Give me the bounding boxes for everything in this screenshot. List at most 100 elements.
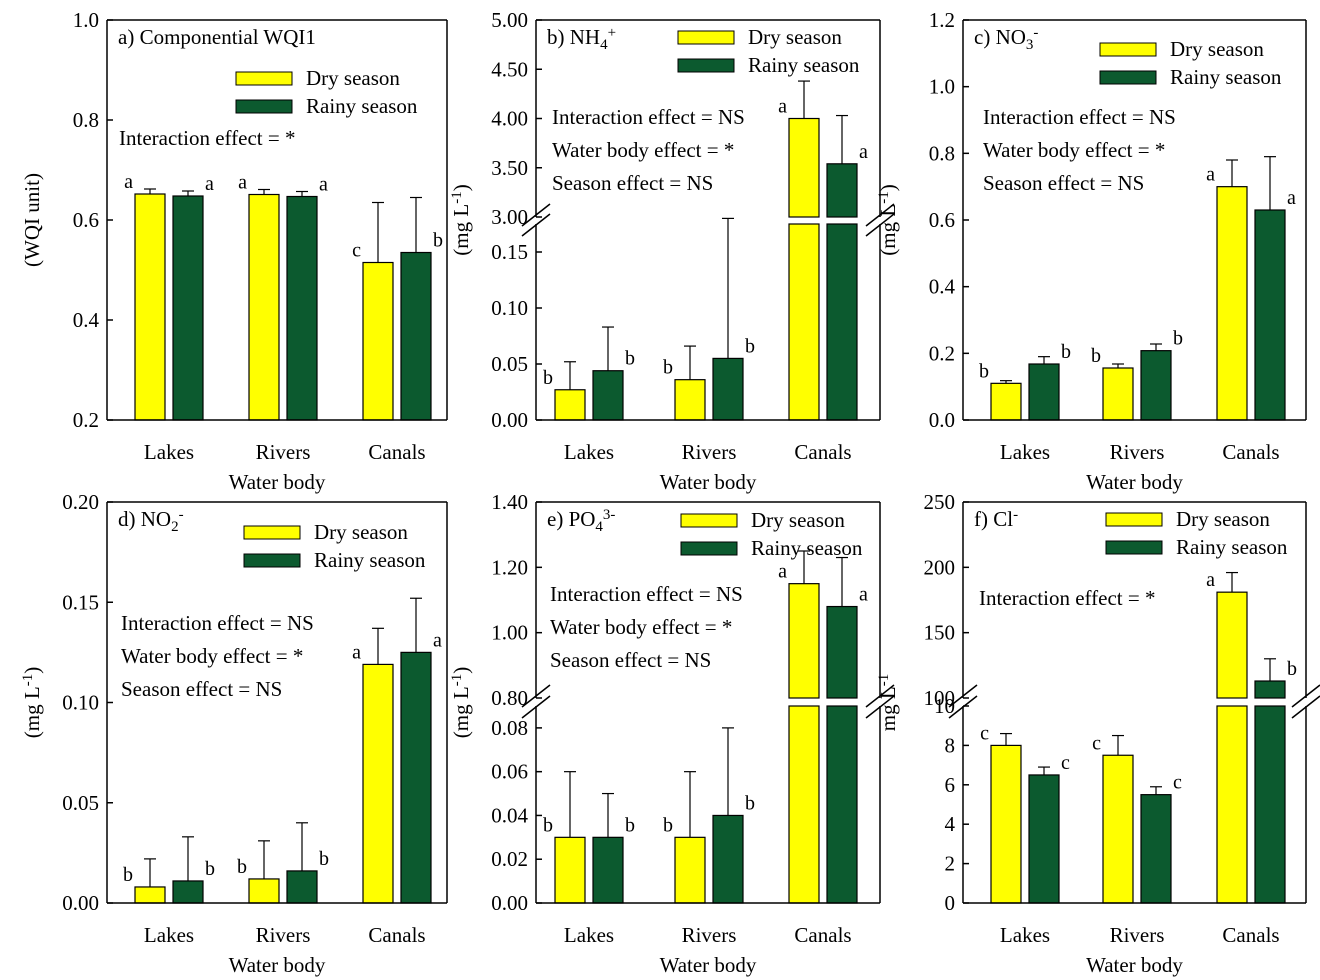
subscript: 4 — [600, 37, 608, 53]
axis-break-mark — [948, 695, 978, 719]
text-span: a) Componential WQI1 — [118, 25, 316, 49]
y-tick-label: 0.10 — [62, 691, 99, 715]
significance-letter: c — [980, 722, 989, 744]
y-tick-label: 0.06 — [491, 760, 528, 784]
significance-letter: a — [859, 584, 868, 606]
bar — [1254, 209, 1286, 421]
x-tick-label: Lakes — [564, 923, 614, 947]
axis-break-mark — [865, 203, 895, 227]
bar — [172, 195, 204, 421]
annotation-text: Interaction effect = NS — [550, 582, 743, 606]
annotation-text: Water body effect = * — [552, 138, 734, 162]
legend-swatch — [243, 525, 301, 540]
x-tick-label: Rivers — [682, 923, 737, 947]
legend-label: Rainy season — [314, 548, 426, 572]
axis-break-mark — [521, 213, 551, 237]
axis-break-mark — [865, 213, 895, 237]
text-span: (mg L — [876, 204, 900, 256]
significance-letter: a — [124, 171, 133, 193]
text-span: mg L — [876, 686, 900, 731]
legend-label: Dry season — [1176, 507, 1270, 531]
axis-break-mark — [521, 203, 551, 227]
legend-label: Dry season — [751, 508, 845, 532]
significance-letter: a — [1206, 164, 1215, 186]
significance-letter: a — [778, 96, 787, 118]
x-tick-label: Rivers — [1110, 440, 1165, 464]
significance-letter: a — [778, 561, 787, 583]
bar-lower — [1254, 705, 1286, 904]
y-tick-label: 0.15 — [62, 590, 99, 614]
y-tick-label: 8 — [945, 733, 956, 757]
x-tick-label: Lakes — [1000, 923, 1050, 947]
panel-title: c) NO3- — [974, 25, 1038, 53]
subscript: 2 — [171, 519, 179, 535]
bar — [592, 836, 624, 904]
y-tick-label: 0.15 — [491, 240, 528, 264]
annotation-text: Water body effect = * — [121, 644, 303, 668]
y-tick-label: 0.02 — [491, 847, 528, 871]
y-tick-label: 4.00 — [491, 107, 528, 131]
y-tick-label: 0.4 — [73, 308, 100, 332]
bar — [674, 836, 706, 904]
annotation-text: Interaction effect = NS — [552, 105, 745, 129]
bar — [712, 357, 744, 421]
y-tick-label: 0.10 — [491, 296, 528, 320]
x-axis-title: Water body — [660, 953, 757, 977]
bar-lower — [788, 705, 820, 904]
y-tick-label: 1.00 — [491, 621, 528, 645]
bar — [400, 251, 432, 421]
bar — [1140, 794, 1172, 904]
legend: Dry season Rainy season — [1105, 507, 1288, 559]
bar — [286, 195, 318, 421]
x-tick-label: Lakes — [144, 923, 194, 947]
text-span: ) — [20, 667, 44, 674]
legend-swatch — [1099, 70, 1157, 85]
bar — [172, 880, 204, 904]
legend-label: Rainy season — [306, 94, 418, 118]
y-tick-label: 0.80 — [491, 686, 528, 710]
panel-title: a) Componential WQI1 — [118, 25, 316, 49]
significance-letter: b — [237, 856, 247, 878]
x-axis-title: Water body — [660, 470, 757, 494]
y-tick-label: 1.40 — [491, 490, 528, 514]
legend: Dry season Rainy season — [243, 520, 426, 572]
bar — [286, 870, 318, 904]
bar — [554, 389, 586, 421]
superscript: -1 — [876, 191, 892, 204]
bar — [1140, 350, 1172, 421]
bar — [1028, 363, 1060, 421]
y-tick-label: 6 — [945, 773, 956, 797]
significance-letter: b — [433, 230, 443, 252]
y-tick-label: 4.50 — [491, 57, 528, 81]
x-tick-label: Canals — [1222, 440, 1279, 464]
legend-swatch — [1105, 512, 1163, 527]
y-tick-label: 2 — [945, 852, 956, 876]
legend-swatch — [243, 553, 301, 568]
bar — [1102, 754, 1134, 904]
text-span: ) — [449, 184, 473, 191]
bar — [712, 814, 744, 904]
axis-break-mark — [1291, 695, 1320, 719]
y-axis-title: mg L-1 — [876, 674, 900, 731]
bar — [990, 744, 1022, 904]
legend-label: Rainy season — [1176, 535, 1288, 559]
y-tick-label: 1.20 — [491, 555, 528, 579]
superscript: - — [1013, 507, 1018, 523]
bar — [674, 379, 706, 421]
x-axis-title: Water body — [1086, 470, 1183, 494]
bar — [248, 878, 280, 904]
x-tick-label: Lakes — [1000, 440, 1050, 464]
y-tick-label: 1.2 — [929, 8, 955, 32]
bar — [1102, 367, 1134, 421]
text-span: f) Cl — [974, 507, 1013, 531]
y-axis-title: (WQI unit) — [20, 173, 44, 267]
annotation-text: Water body effect = * — [983, 138, 1165, 162]
significance-letter: a — [1206, 569, 1215, 591]
significance-letter: c — [1173, 772, 1182, 794]
bar — [400, 651, 432, 904]
significance-letter: b — [1287, 658, 1297, 680]
text-span: (mg L — [449, 204, 473, 256]
bar — [362, 663, 394, 904]
